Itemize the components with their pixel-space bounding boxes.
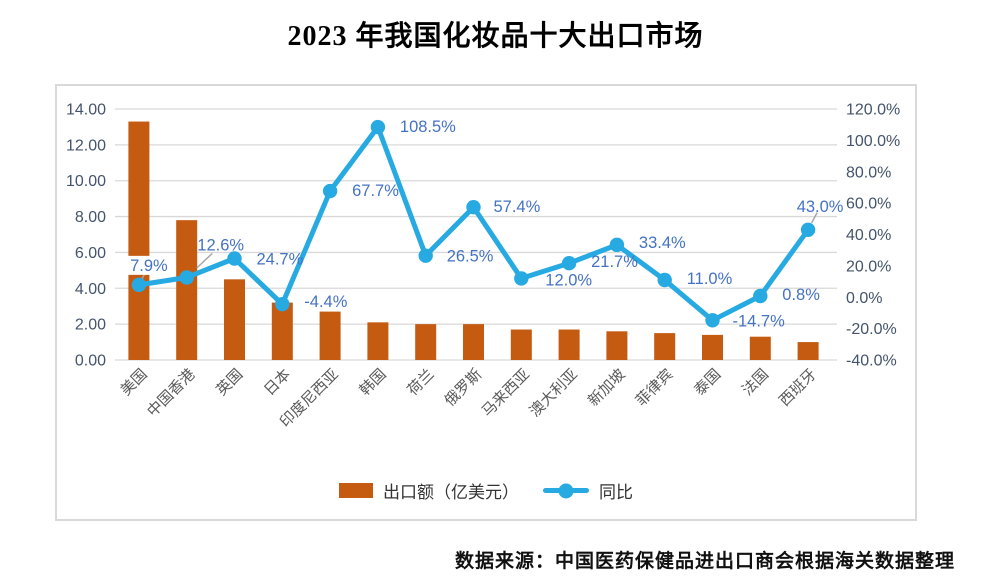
left-axis-tick: 8.00 [75,209,106,226]
bar-series [128,121,819,360]
right-axis-tick: 100.0% [846,133,900,150]
yoy-point-marker [275,296,290,312]
right-axis-tick: 120.0% [846,102,900,119]
yoy-point-marker [705,313,720,328]
legend: 出口额（亿美元） 同比 [57,478,915,503]
export-value-bar [797,342,819,360]
yoy-point-marker [657,272,672,288]
left-axis-tick: 12.00 [66,137,106,154]
right-axis-tick: 20.0% [846,258,891,275]
left-axis-tick: 4.00 [75,281,106,298]
right-axis-tick: -20.0% [846,321,897,338]
export-value-bar [749,336,771,360]
category-label: 韩国 [356,366,389,399]
category-label: 中国香港 [144,366,198,420]
yoy-point-marker [609,237,625,253]
export-value-bar [463,324,484,360]
combo-chart: 0.00 2.00 4.00 6.00 8.00 10.00 12.00 14.00 -40.0… [66,102,900,431]
export-value-bar [128,121,150,360]
legend-bar-swatch [339,483,373,498]
right-axis-tick: 80.0% [846,164,891,181]
data-source-note: 数据来源：中国医药保健品进出口商会根据海关数据整理 [454,551,955,572]
left-axis-tick: 0.00 [75,353,106,370]
category-label: 俄罗斯 [441,366,485,410]
yoy-point-marker [753,288,768,304]
yoy-data-label: 57.4% [494,198,541,216]
yoy-data-label: -4.4% [304,293,347,311]
category-label: 新加坡 [585,366,629,410]
yoy-data-label: -14.7% [733,312,786,330]
category-label: 日本 [261,366,294,399]
line-series [131,119,816,328]
yoy-point-marker [322,183,338,199]
yoy-data-label: 0.8% [782,286,820,304]
export-value-bar [224,279,245,360]
export-value-bar [510,329,532,360]
yoy-point-marker [466,200,481,215]
export-value-bar [176,220,198,360]
export-value-bar [702,334,723,360]
export-value-bar [415,324,437,360]
left-axis-tick: 14.00 [66,102,106,119]
left-axis-ticks: 0.00 2.00 4.00 6.00 8.00 10.00 12.00 14.00 [66,102,106,370]
export-value-bar [558,329,580,360]
export-value-bar [367,322,389,360]
legend-line-swatch [543,483,589,498]
export-value-bar [319,311,341,360]
yoy-data-label: 12.0% [545,271,592,289]
export-value-bar [606,331,628,360]
right-axis-tick: 0.0% [846,290,882,307]
yoy-data-label: 7.9% [130,257,168,275]
chart-frame: 0.00 2.00 4.00 6.00 8.00 10.00 12.00 14.00 -40.0… [55,84,917,521]
gridlines [115,108,837,361]
category-label: 英国 [212,365,246,399]
data-labels: 7.9% 12.6% 24.7% -4.4% 67.7% 108.5% 26.5% 57.4%… [130,118,844,330]
legend-line-label: 同比 [599,483,633,502]
category-label: 马来西亚 [479,366,533,420]
category-label: 菲律宾 [633,366,677,410]
export-value-bar [654,333,676,360]
category-label: 西班牙 [776,366,820,410]
label-leader-line [811,212,818,224]
legend-line-marker-icon [558,483,574,498]
page-title: 2023 年我国化妆品十大出口市场 [287,21,704,52]
yoy-data-label: 67.7% [352,182,399,200]
left-axis-tick: 2.00 [75,317,106,334]
category-label: 法国 [739,366,772,399]
label-leader-line [196,252,213,269]
category-label: 泰国 [691,366,724,399]
left-axis-tick: 10.00 [66,173,106,190]
yoy-data-label: 24.7% [257,251,304,269]
yoy-point-marker [561,256,577,271]
yoy-data-label: 11.0% [687,270,733,288]
right-axis-tick: -40.0% [846,353,897,370]
yoy-point-marker [179,270,194,285]
right-axis-tick: 40.0% [846,227,891,244]
category-label: 澳大利亚 [526,366,580,420]
yoy-point-marker [514,271,529,286]
right-axis-ticks: -40.0% -20.0% 0.0% 20.0% 40.0% 60.0% 80.0% 100.… [846,102,900,370]
yoy-point-marker [800,222,816,237]
right-axis-tick: 60.0% [846,196,891,213]
yoy-data-label: 43.0% [797,198,844,216]
left-axis-tick: 6.00 [75,245,106,262]
label-background [124,255,173,275]
yoy-data-label: 26.5% [447,248,494,266]
yoy-point-marker [131,277,147,293]
category-label: 荷兰 [404,366,437,399]
yoy-data-label: 33.4% [639,234,686,252]
label-leaders [124,212,818,280]
yoy-data-label: 12.6% [197,236,244,254]
yoy-point-marker [418,248,433,263]
yoy-data-label: 108.5% [400,118,456,136]
yoy-point-marker [227,251,242,266]
yoy-data-label: 21.7% [591,253,638,271]
export-value-bar [271,302,293,360]
legend-bar-label: 出口额（亿美元） [383,483,519,502]
yoy-point-marker [370,119,386,135]
category-label: 美国 [117,366,150,399]
